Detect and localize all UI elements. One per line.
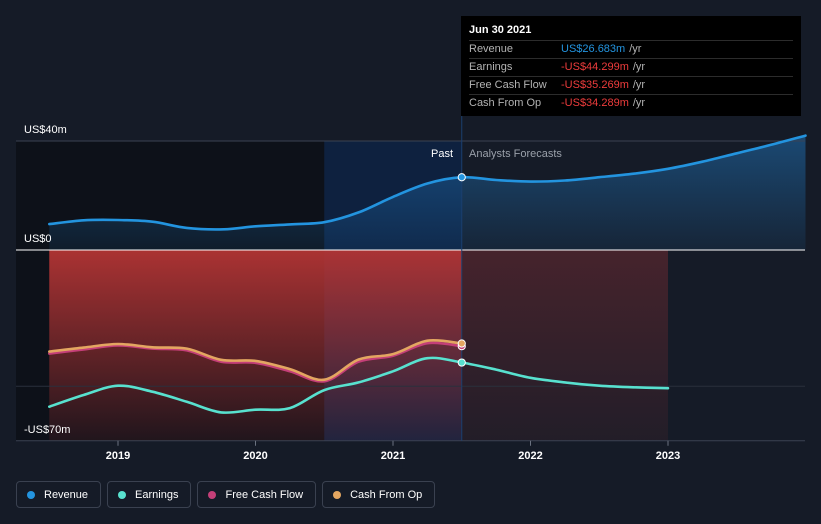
legend-label: Cash From Op <box>350 488 423 501</box>
legend-label: Free Cash Flow <box>225 488 304 501</box>
tooltip-label: Revenue <box>469 43 514 55</box>
legend-cash-from-op-button[interactable]: Cash From Op <box>322 481 436 508</box>
earnings-line <box>48 356 670 414</box>
legend: Revenue Earnings Free Cash Flow Cash From O… <box>16 481 436 508</box>
legend-label: Revenue <box>44 488 89 501</box>
x-tick-label: 2019 <box>106 450 130 462</box>
tooltip-unit: /yr <box>629 43 642 55</box>
x-tick-label: 2020 <box>243 450 267 462</box>
x-tick-label: 2023 <box>656 450 680 462</box>
tooltip-unit: /yr <box>632 61 646 73</box>
legend-label: Earnings <box>135 488 179 501</box>
tooltip-value: -US$34.289m <box>561 97 629 109</box>
tooltip-unit: /yr <box>632 97 646 109</box>
earnings-highlight-dot <box>457 358 466 367</box>
tooltip-label: Free Cash Flow <box>469 79 547 91</box>
y-label-bottom: -US$70m <box>24 424 70 436</box>
revenue-area <box>49 135 806 250</box>
legend-revenue-button[interactable]: Revenue <box>16 481 102 508</box>
tooltip-unit: /yr <box>632 79 646 91</box>
tooltip-row: Free Cash Flow -US$35.269m/yr <box>469 76 793 94</box>
past-label: Past <box>431 148 453 160</box>
revenue-highlight-dot <box>457 173 466 182</box>
y-label-zero: US$0 <box>24 233 52 245</box>
forecast-label: Analysts Forecasts <box>469 148 562 160</box>
tooltip-label: Earnings <box>469 61 513 73</box>
legend-dot-icon <box>118 490 127 499</box>
legend-free-cash-flow-button[interactable]: Free Cash Flow <box>197 481 317 508</box>
tooltip-row: Earnings -US$44.299m/yr <box>469 58 793 76</box>
tooltip: Jun 30 2021 Revenue US$26.683m/yr Earnings… <box>461 16 801 116</box>
tooltip-date: Jun 30 2021 <box>469 24 532 36</box>
tooltip-row: Revenue US$26.683m/yr <box>469 40 793 58</box>
tooltip-label: Cash From Op <box>469 97 542 109</box>
legend-dot-icon <box>208 490 217 499</box>
tooltip-row: Cash From Op -US$34.289m/yr <box>469 94 793 112</box>
tooltip-value: -US$44.299m <box>561 61 629 73</box>
forecast-loss-area <box>461 250 668 441</box>
y-label-top: US$40m <box>24 124 67 136</box>
legend-dot-icon <box>333 490 342 499</box>
x-tick-label: 2021 <box>381 450 405 462</box>
cash-from-op-line <box>48 339 464 382</box>
legend-earnings-button[interactable]: Earnings <box>107 481 192 508</box>
cash-from-op-highlight-dot <box>457 339 466 348</box>
legend-dot-icon <box>27 490 35 499</box>
free-cash-flow-line <box>48 341 464 383</box>
tooltip-value: -US$35.269m <box>561 79 629 91</box>
x-tick-label: 2022 <box>518 450 542 462</box>
revenue-line <box>48 134 807 231</box>
tooltip-value: US$26.683m <box>561 43 626 55</box>
